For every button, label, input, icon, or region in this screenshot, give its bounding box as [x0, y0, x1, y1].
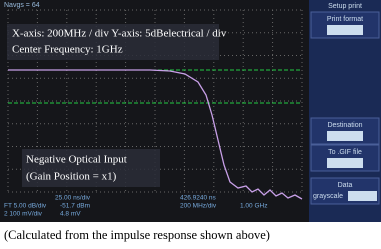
- note: Negative Optical Input: [26, 154, 127, 166]
- menu-value: disk: [339, 133, 352, 140]
- menu-label: Data: [338, 182, 353, 189]
- readout: 25.00 ns/div: [55, 195, 91, 202]
- menu-value: screen: [351, 193, 372, 200]
- scope-screenshot: Navgs = 64 X-axis: 200MHz / div Y-axis: …: [0, 0, 381, 249]
- menu-label: Print format: [327, 16, 363, 23]
- readout: 1.00 GHz: [240, 203, 267, 210]
- status: Navgs = 64: [4, 2, 40, 9]
- menu-value: grayscale: [313, 193, 343, 200]
- caption: (Calculated from the impulse response sh…: [4, 228, 270, 242]
- menu-value: SC000000: [328, 160, 361, 167]
- annotation: X-axis: 200MHz / div Y-axis: 5dBelectric…: [12, 28, 227, 40]
- menu-label: To .GIF file: [328, 149, 362, 156]
- readout: -51.7 dBm: [60, 203, 90, 210]
- readout: 2 100 mV/div: [4, 211, 43, 218]
- readout: 4.8 mV: [60, 211, 81, 218]
- menu-title: Setup print: [328, 3, 362, 10]
- page: Navgs = 64 X-axis: 200MHz / div Y-axis: …: [0, 0, 381, 249]
- readout: 200 MHz/div: [180, 203, 217, 210]
- readout: 426.9240 ns: [180, 195, 217, 202]
- note: (Gain Position = x1): [26, 171, 117, 183]
- menu-label: Destination: [327, 122, 362, 129]
- menu-value: GIF: [339, 27, 351, 34]
- annotation: Center Frequency: 1GHz: [12, 44, 123, 56]
- readout: FT 5.00 dB/div: [4, 203, 47, 210]
